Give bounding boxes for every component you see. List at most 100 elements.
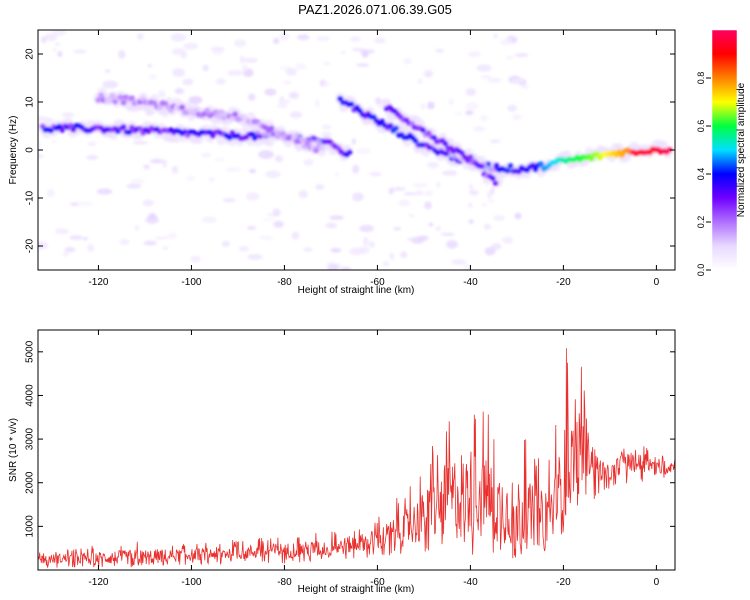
spectrogram-cell xyxy=(171,165,179,174)
spectrogram-cell xyxy=(186,175,196,181)
spectrogram-cell xyxy=(666,146,673,153)
spectrogram-cell xyxy=(538,161,545,167)
spectrogram-cell xyxy=(87,243,95,252)
snr-x-tick-label: -100 xyxy=(181,577,201,588)
spectrogram-cell xyxy=(514,212,522,220)
spectrogram-cell xyxy=(183,42,199,50)
colorbar-tick-label: 0.2 xyxy=(696,216,706,229)
spectrogram-cell xyxy=(69,202,80,206)
spectrogram-cell xyxy=(179,104,186,111)
spectrogram-cell xyxy=(46,189,55,198)
spectrogram-cell xyxy=(424,201,432,210)
spectrogram-cell xyxy=(469,183,474,191)
spectrogram-cell xyxy=(427,161,439,169)
spectrogram-cell xyxy=(171,48,186,56)
spectrogram-cell xyxy=(435,226,442,231)
spectrogram-cell xyxy=(459,150,466,156)
spectrogram-cell xyxy=(162,159,167,169)
colorbar-tick-label: 0.8 xyxy=(696,72,706,85)
spectrogram-cell xyxy=(104,69,111,73)
spectrogram-cell xyxy=(352,192,364,202)
spectrogram-x-tick-label: -120 xyxy=(88,277,108,288)
spectrogram-cell xyxy=(73,49,87,54)
spectrogram-cell xyxy=(484,247,496,256)
spectrogram-cell xyxy=(361,51,369,58)
spectrogram-cell xyxy=(162,246,169,250)
spectrogram-cell xyxy=(434,48,445,53)
spectrogram-cell xyxy=(315,184,325,190)
spectrogram-cell xyxy=(469,189,479,196)
spectrogram-cell xyxy=(489,175,496,182)
spectrogram-cell xyxy=(212,51,223,56)
spectrogram-cell xyxy=(529,162,536,169)
snr-plot-area xyxy=(38,330,675,570)
spectrogram-cell xyxy=(247,93,256,101)
spectrogram-cell xyxy=(288,91,300,99)
spectrogram-cell xyxy=(431,134,438,141)
spectrogram-cell xyxy=(147,64,152,68)
spectrogram-cell xyxy=(490,186,495,195)
spectrogram-cell xyxy=(334,172,340,177)
spectrogram-cell xyxy=(214,157,225,162)
spectrogram-cell xyxy=(212,109,219,115)
snr-frame xyxy=(37,329,676,571)
spectrogram-cell xyxy=(387,122,394,129)
spectrogram-cell xyxy=(321,124,332,130)
spectrogram-cell xyxy=(403,58,412,65)
colorbar-tick-label: 0.6 xyxy=(696,120,706,133)
spectrogram-cell xyxy=(492,180,499,187)
spectrogram-cell xyxy=(505,55,515,61)
spectrogram-cell xyxy=(479,114,489,122)
spectrogram-cell xyxy=(98,92,105,99)
spectrogram-cell xyxy=(202,64,209,72)
spectrogram-cell xyxy=(132,141,149,145)
spectrogram-cell xyxy=(273,37,280,45)
spectrogram-y-ticks: -20 -10 0 10 20 xyxy=(25,48,675,253)
spectrogram-cell xyxy=(349,247,365,256)
spectrogram-cell xyxy=(451,259,467,265)
spectrogram-cell xyxy=(393,226,402,231)
spectrogram-cell xyxy=(369,171,382,177)
spectrogram-cell xyxy=(274,155,284,163)
spectrogram-cell xyxy=(172,68,186,77)
spectrogram-cell xyxy=(486,77,503,83)
spectrogram-cell xyxy=(251,135,258,141)
spectrogram-cell xyxy=(238,245,250,252)
spectrogram-cell xyxy=(102,80,118,89)
spectrogram-x-tick-label: -100 xyxy=(181,277,201,288)
spectrogram-cell xyxy=(157,90,166,99)
spectrogram-y-tick-label: 10 xyxy=(25,96,36,108)
spectrogram-cell xyxy=(504,167,511,174)
spectrogram-cell xyxy=(126,183,142,189)
spectrogram-cell xyxy=(486,190,493,199)
spectrogram-cell xyxy=(258,150,274,159)
spectrogram-heatmap xyxy=(38,30,673,270)
spectrogram-cell xyxy=(272,208,281,217)
spectrogram-cell xyxy=(352,164,360,174)
spectrogram-cell xyxy=(245,192,260,201)
spectrogram-cell xyxy=(233,39,247,47)
spectrogram-cell xyxy=(412,182,429,188)
spectrogram-cell xyxy=(242,64,248,73)
spectrogram-cell xyxy=(143,240,157,246)
spectrogram-cell xyxy=(374,38,386,44)
spectrogram-cell xyxy=(70,126,77,133)
spectrogram-cell xyxy=(259,235,274,241)
spectrogram-cell xyxy=(493,162,500,169)
spectrogram-cell xyxy=(64,246,76,253)
spectrogram-cell xyxy=(246,225,257,230)
spectrogram-cell xyxy=(262,217,276,222)
spectrogram-cell xyxy=(156,104,163,111)
spectrogram-cell xyxy=(134,225,140,231)
spectrogram-cell xyxy=(67,122,74,129)
spectrogram-cell xyxy=(514,53,529,58)
spectrogram-cell xyxy=(82,236,89,241)
spectrogram-cell xyxy=(412,137,419,144)
chart-title: PAZ1.2026.071.06.39.G05 xyxy=(298,2,452,17)
spectrogram-cell xyxy=(279,130,286,137)
spectrogram-cell xyxy=(329,215,344,220)
spectrogram-cell xyxy=(137,33,144,40)
spectrogram-cell xyxy=(393,125,400,132)
spectrogram-cell xyxy=(463,263,472,270)
